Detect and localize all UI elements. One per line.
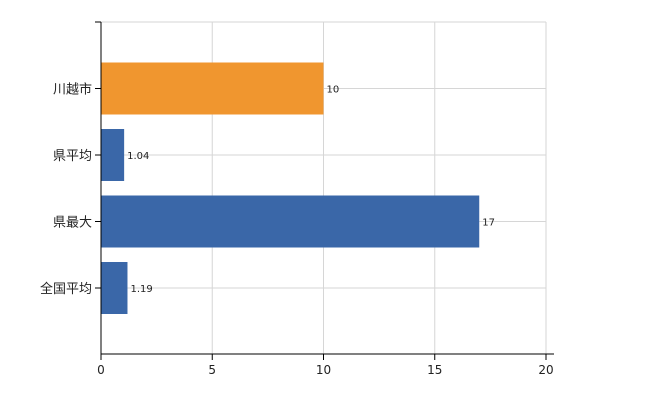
bar bbox=[101, 129, 125, 181]
x-tick-label: 20 bbox=[538, 363, 553, 377]
data-label: 1.19 bbox=[130, 284, 152, 295]
y-tick-label: 県平均 bbox=[53, 149, 92, 164]
data-label: 10 bbox=[327, 85, 340, 96]
x-tick-label: 5 bbox=[208, 363, 216, 377]
bar bbox=[101, 62, 324, 115]
x-tick-label: 0 bbox=[97, 363, 105, 377]
x-tick-label: 10 bbox=[316, 363, 331, 377]
data-label: 1.04 bbox=[127, 151, 149, 162]
y-tick-label: 県最大 bbox=[53, 216, 92, 231]
y-tick-label: 全国平均 bbox=[40, 281, 92, 297]
x-tick-label: 15 bbox=[427, 363, 442, 377]
data-label: 17 bbox=[482, 218, 495, 229]
bar bbox=[101, 262, 128, 314]
y-tick-label: 川越市 bbox=[53, 82, 92, 98]
bar bbox=[101, 195, 480, 248]
